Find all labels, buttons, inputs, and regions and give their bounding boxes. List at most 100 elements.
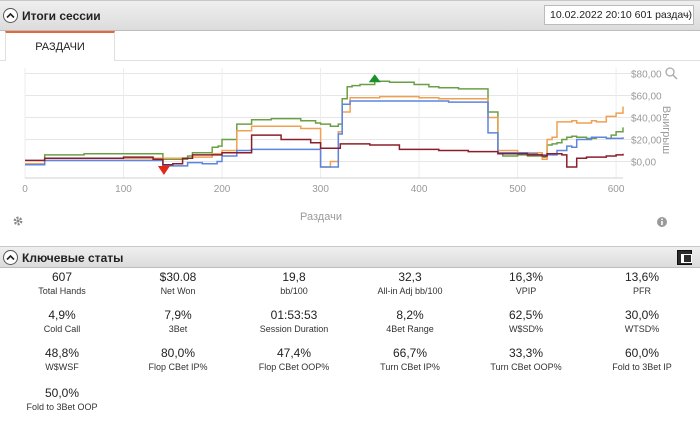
stat-item: 8,2% 4Bet Range (352, 308, 468, 334)
stat-value: 32,3 (398, 270, 422, 284)
stat-item: 33,3% Turn CBet OOP% (468, 346, 584, 372)
key-stats-header: Ключевые статы (0, 246, 700, 268)
x-tick-label: 600 (608, 184, 625, 195)
stat-label: Flop CBet OOP% (258, 362, 330, 372)
stat-label: Turn CBet OOP% (490, 362, 562, 372)
stat-value: 48,8% (44, 346, 80, 360)
stat-item: 13,6% PFR (584, 270, 700, 296)
stat-label: Cold Call (43, 324, 81, 334)
stat-value: 4,9% (48, 308, 76, 322)
stat-item: 66,7% Turn CBet IP% (352, 346, 468, 372)
stat-label: Session Duration (259, 324, 329, 334)
x-tick-label: 400 (411, 184, 428, 195)
stat-value: 50,0% (44, 386, 80, 400)
stat-value: 19,8 (282, 270, 306, 284)
info-icon[interactable] (657, 217, 667, 227)
stat-item: $30.08 Net Won (120, 270, 236, 296)
y-tick-label: $20,00 (631, 136, 662, 147)
stat-value: 47,4% (276, 346, 312, 360)
layout-toggle-button[interactable] (677, 250, 692, 265)
stat-item: 32,3 All-in Adj bb/100 (352, 270, 468, 296)
session-summary-title: Итоги сессии (22, 9, 101, 23)
y-tick-labels: $0,00 $20,00 $40,00 $60,00 $80,00 (631, 70, 662, 169)
session-select[interactable]: 10.02.2022 20:10 601 раздач) ⌵ (544, 5, 694, 25)
x-tick-label: 0 (22, 184, 28, 195)
series-line-1 (25, 80, 624, 165)
stat-value: 16,3% (508, 270, 544, 284)
y-tick-label: $80,00 (631, 70, 662, 81)
winnings-chart: 0 100 200 300 400 500 600 $0,00 $20,00 $40,00 $60… (3, 62, 697, 239)
y-tick-label: $60,00 (631, 92, 662, 103)
x-tick-label: 300 (312, 184, 329, 195)
max-marker (368, 74, 381, 83)
stat-value: 33,3% (508, 346, 544, 360)
x-axis-label: Раздачи (300, 211, 342, 223)
x-tick-label: 100 (115, 184, 132, 195)
stat-item: 62,5% W$SD% (468, 308, 584, 334)
chevron-down-icon: ⌵ (683, 10, 690, 20)
chevron-up-icon (6, 254, 15, 261)
tab-strip: РАЗДАЧИ (0, 31, 700, 61)
stat-value: 80,0% (160, 346, 196, 360)
stat-label: Total Hands (38, 286, 86, 296)
min-marker (157, 166, 170, 175)
zoom-icon[interactable] (665, 67, 678, 80)
stat-label: All-in Adj bb/100 (377, 286, 443, 296)
session-summary-header: Итоги сессии 10.02.2022 20:10 601 раздач… (0, 0, 700, 31)
stat-value: $30.08 (159, 270, 197, 284)
chevron-up-icon (6, 12, 15, 19)
stat-item: 7,9% 3Bet (120, 308, 236, 334)
tab-hands[interactable]: РАЗДАЧИ (5, 31, 115, 61)
x-tick-label: 500 (509, 184, 526, 195)
stat-label: PFR (633, 286, 651, 296)
stat-value: 62,5% (508, 308, 544, 322)
chart-markers (157, 74, 381, 175)
series-line-4 (25, 134, 624, 168)
stat-label: Turn CBet IP% (380, 362, 440, 372)
stat-label: WTSD% (624, 324, 660, 334)
y-tick-label: $40,00 (631, 114, 662, 125)
stat-value: 30,0% (624, 308, 660, 322)
stat-label: Fold to 3Bet IP (612, 362, 672, 372)
x-tick-label: 200 (214, 184, 231, 195)
session-select-value: 10.02.2022 20:10 601 раздач) (550, 9, 692, 21)
stat-item: 48,8% W$WSF (4, 346, 120, 372)
stat-item: 60,0% Fold to 3Bet IP (584, 346, 700, 372)
stat-item: 4,9% Cold Call (4, 308, 120, 334)
stat-item: 16,3% VPIP (468, 270, 584, 296)
chart-grid (24, 68, 633, 179)
stat-item: 80,0% Flop CBet IP% (120, 346, 236, 372)
collapse-session-button[interactable] (3, 8, 18, 23)
stat-value: 13,6% (624, 270, 660, 284)
stat-item: 01:53:53 Session Duration (236, 308, 352, 334)
key-stats-title: Ключевые статы (22, 251, 124, 265)
stat-label: W$WSF (45, 362, 79, 372)
stat-item: 607 Total Hands (4, 270, 120, 296)
stat-item: 19,8 bb/100 (236, 270, 352, 296)
stat-label: VPIP (515, 286, 537, 296)
stat-item: 30,0% WTSD% (584, 308, 700, 334)
chart-series (25, 80, 624, 168)
settings-gear-icon[interactable] (13, 216, 23, 226)
y-tick-label: $0,00 (631, 158, 656, 169)
y-axis-label: Выигрыш (660, 106, 672, 154)
stat-value: 66,7% (392, 346, 428, 360)
stat-value: 607 (51, 270, 73, 284)
stat-label: Flop CBet IP% (148, 362, 208, 372)
stat-label: Fold to 3Bet OOP (26, 402, 98, 412)
winnings-chart-svg: 0 100 200 300 400 500 600 $0,00 $20,00 $40,00 $60… (13, 67, 678, 227)
series-line-3 (25, 100, 624, 168)
stat-label: 3Bet (168, 324, 188, 334)
stat-value: 7,9% (164, 308, 192, 322)
stat-item: 47,4% Flop CBet OOP% (236, 346, 352, 372)
stat-value: 8,2% (396, 308, 424, 322)
stat-value: 60,0% (624, 346, 660, 360)
stat-label: bb/100 (280, 286, 308, 296)
stat-label: W$SD% (508, 324, 543, 334)
stat-label: 4Bet Range (386, 324, 434, 334)
x-tick-labels: 0 100 200 300 400 500 600 (22, 184, 625, 195)
stat-item: 50,0% Fold to 3Bet OOP (4, 386, 120, 412)
stat-label: Net Won (160, 286, 196, 296)
collapse-key-stats-button[interactable] (3, 250, 18, 265)
stat-value: 01:53:53 (270, 308, 318, 322)
